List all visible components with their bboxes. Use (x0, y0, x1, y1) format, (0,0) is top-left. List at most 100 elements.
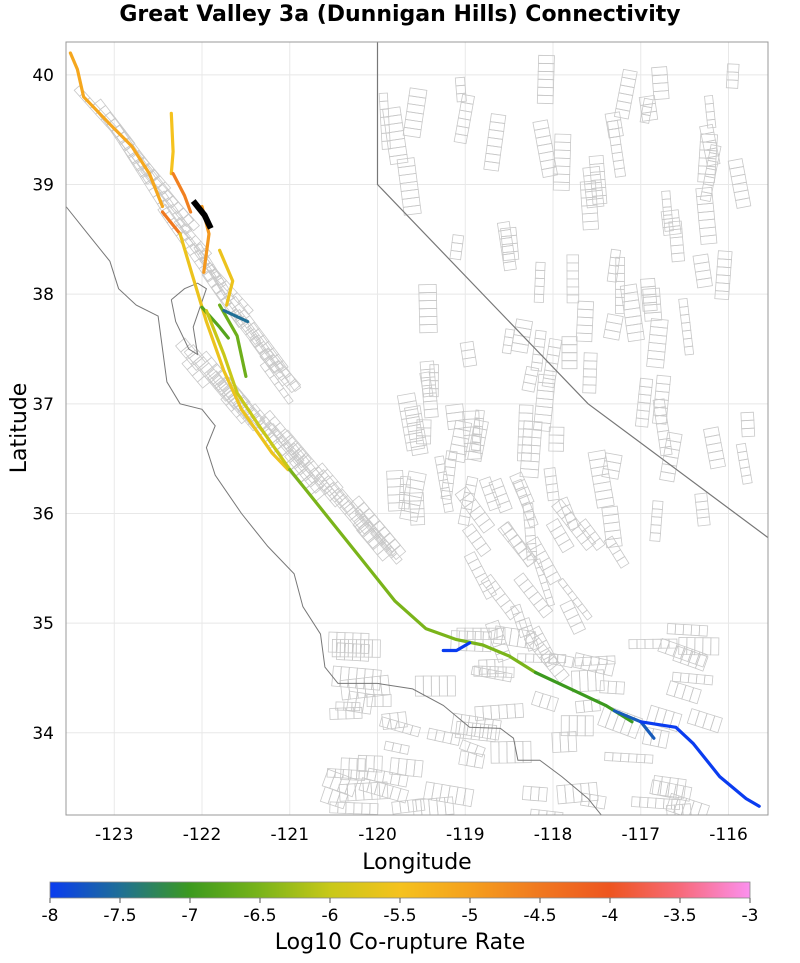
fault-section (702, 637, 712, 656)
fault-trace (178, 232, 290, 472)
fault-section (533, 293, 545, 303)
fault-section (399, 744, 410, 755)
fault-section (378, 92, 389, 102)
fault-section (402, 204, 422, 216)
fault-section (467, 450, 483, 462)
fault-section (674, 623, 685, 636)
fault-section (566, 278, 580, 288)
fault-section (616, 92, 634, 104)
fault-section (557, 496, 571, 509)
fault-section (541, 377, 556, 389)
fault-section (538, 54, 555, 65)
fault-section (522, 552, 538, 568)
fault-section (526, 550, 538, 561)
fault-section (583, 360, 598, 370)
fault-section (473, 753, 486, 769)
fault-section (523, 519, 536, 529)
fault-section (561, 336, 578, 346)
fault-section (371, 669, 382, 691)
colorbar-tick-label: -3 (742, 906, 759, 926)
fault-section (554, 133, 572, 143)
fault-section (535, 261, 546, 272)
fault-trace (222, 309, 250, 324)
fault-section (668, 711, 683, 733)
fault-section (505, 666, 515, 678)
fault-section (386, 485, 405, 496)
fault-section (576, 316, 594, 327)
fault-section (501, 344, 513, 355)
fault-section (478, 518, 496, 534)
fault-section (605, 537, 623, 549)
fault-section (543, 653, 559, 668)
fault-section (683, 345, 695, 356)
fault-section (502, 250, 520, 262)
fault-section (525, 639, 540, 652)
fault-section (447, 419, 466, 431)
fault-section (517, 436, 533, 446)
fault-section (283, 393, 294, 405)
fault-section (644, 638, 654, 649)
fault-section (481, 665, 491, 678)
fault-section (456, 627, 466, 640)
colorbar-tick-label: -4.5 (523, 906, 556, 926)
fault-section (514, 703, 525, 719)
fault-section (447, 451, 467, 464)
fault-section (584, 715, 594, 737)
fault-section (405, 439, 425, 452)
fault-section (581, 609, 593, 621)
fault-section (440, 489, 453, 501)
fault-section (589, 170, 606, 181)
fault-section (526, 516, 539, 528)
fault-section (387, 493, 405, 504)
fault-section (581, 204, 598, 215)
fault-section (473, 419, 489, 431)
fault-section (595, 496, 615, 509)
fault-section (615, 280, 625, 290)
fault-section (690, 624, 701, 637)
fault-section (329, 771, 344, 792)
fault-section (696, 277, 713, 289)
fault-section (475, 542, 492, 558)
fault-section (420, 798, 431, 815)
fault-trace (218, 248, 235, 307)
fault-section (725, 79, 739, 89)
fault-section (379, 716, 391, 729)
fault-section (397, 773, 409, 788)
fault-section (418, 283, 437, 294)
fault-section (628, 639, 638, 650)
colorbar (49, 881, 751, 899)
fault-section (335, 701, 345, 711)
fault-section (660, 463, 678, 475)
fault-section (518, 493, 531, 506)
fault-section (669, 236, 684, 247)
fault-section (603, 328, 621, 341)
fault-section (502, 260, 517, 272)
fault-section (561, 352, 578, 362)
fault-section (716, 258, 732, 269)
fault-section (420, 368, 436, 379)
fault-section (682, 337, 694, 348)
x-tick-label: -119 (446, 825, 485, 845)
fault-section (506, 703, 517, 719)
page-title: Great Valley 3a (Dunnigan Hills) Connect… (119, 2, 681, 27)
fault-section (615, 288, 625, 298)
x-tick-label: -120 (358, 825, 397, 845)
fault-section (561, 360, 578, 370)
fault-section (628, 753, 638, 763)
fault-section (351, 701, 361, 712)
fault-section (379, 674, 391, 696)
fault-section (670, 244, 685, 255)
bay-outline (170, 282, 208, 356)
fault-section (566, 270, 579, 280)
fault-section (530, 808, 540, 815)
fault-section (398, 499, 410, 510)
fault-section (518, 412, 534, 422)
fault-section (706, 118, 717, 129)
colorbar-tick-labels: -8 -7.5 -7 -6.5 -6 -5.5 -5 -4.5 -4 -3.5 -3 (42, 898, 759, 926)
fault-section (474, 705, 485, 721)
fault-section (285, 378, 302, 394)
fault-section (579, 180, 597, 191)
fault-section (649, 532, 661, 542)
fault-section (529, 786, 540, 802)
fault-section (580, 536, 597, 552)
